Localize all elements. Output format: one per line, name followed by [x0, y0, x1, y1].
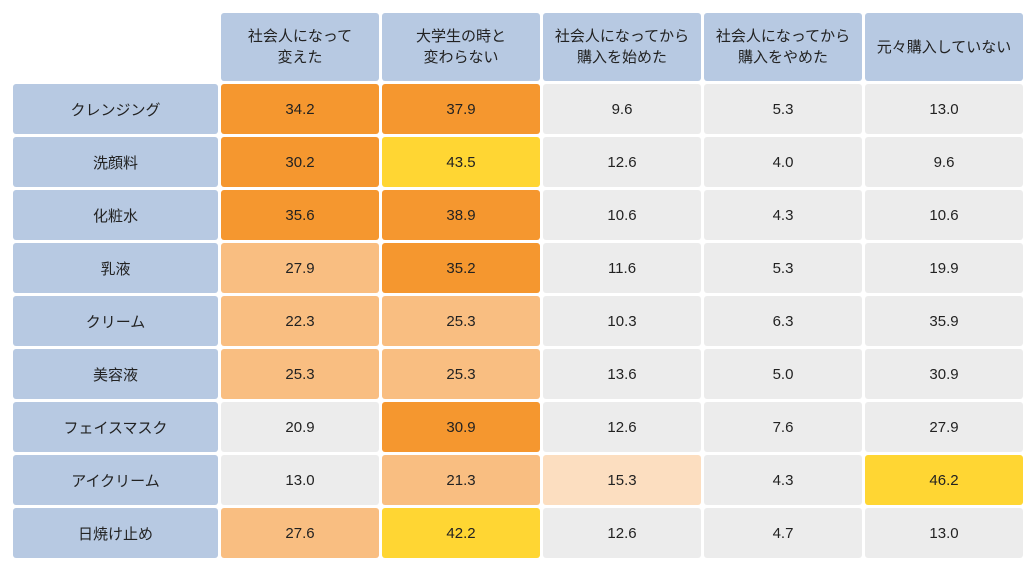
- data-cell: 42.2: [382, 508, 540, 558]
- col-header: 大学生の時と変わらない: [382, 13, 540, 81]
- data-cell: 20.9: [221, 402, 379, 452]
- table-row: アイクリーム13.021.315.34.346.2: [13, 455, 1023, 505]
- corner-cell: [13, 13, 218, 81]
- row-header: 洗顔料: [13, 137, 218, 187]
- data-cell: 43.5: [382, 137, 540, 187]
- data-cell: 7.6: [704, 402, 862, 452]
- data-cell: 13.0: [865, 84, 1023, 134]
- row-header: クリーム: [13, 296, 218, 346]
- data-cell: 4.3: [704, 455, 862, 505]
- data-cell: 10.3: [543, 296, 701, 346]
- data-cell: 34.2: [221, 84, 379, 134]
- data-cell: 6.3: [704, 296, 862, 346]
- table-row: 美容液25.325.313.65.030.9: [13, 349, 1023, 399]
- data-cell: 5.3: [704, 84, 862, 134]
- table-row: フェイスマスク20.930.912.67.627.9: [13, 402, 1023, 452]
- data-cell: 11.6: [543, 243, 701, 293]
- table-body: クレンジング34.237.99.65.313.0洗顔料30.243.512.64…: [13, 84, 1023, 558]
- data-cell: 30.9: [865, 349, 1023, 399]
- data-cell: 4.7: [704, 508, 862, 558]
- data-cell: 25.3: [221, 349, 379, 399]
- data-cell: 15.3: [543, 455, 701, 505]
- data-cell: 46.2: [865, 455, 1023, 505]
- data-cell: 5.0: [704, 349, 862, 399]
- data-cell: 27.6: [221, 508, 379, 558]
- table-row: 日焼け止め27.642.212.64.713.0: [13, 508, 1023, 558]
- data-cell: 13.0: [221, 455, 379, 505]
- data-cell: 13.0: [865, 508, 1023, 558]
- row-header: 日焼け止め: [13, 508, 218, 558]
- data-cell: 19.9: [865, 243, 1023, 293]
- data-cell: 4.3: [704, 190, 862, 240]
- col-header: 社会人になってから購入を始めた: [543, 13, 701, 81]
- data-cell: 25.3: [382, 296, 540, 346]
- data-cell: 35.2: [382, 243, 540, 293]
- row-header: アイクリーム: [13, 455, 218, 505]
- row-header: クレンジング: [13, 84, 218, 134]
- data-cell: 9.6: [865, 137, 1023, 187]
- table-row: 洗顔料30.243.512.64.09.6: [13, 137, 1023, 187]
- data-cell: 38.9: [382, 190, 540, 240]
- data-cell: 30.2: [221, 137, 379, 187]
- data-cell: 22.3: [221, 296, 379, 346]
- data-cell: 4.0: [704, 137, 862, 187]
- col-header: 社会人になってから購入をやめた: [704, 13, 862, 81]
- data-cell: 12.6: [543, 402, 701, 452]
- col-header: 社会人になって変えた: [221, 13, 379, 81]
- data-cell: 27.9: [865, 402, 1023, 452]
- data-cell: 35.6: [221, 190, 379, 240]
- data-cell: 12.6: [543, 508, 701, 558]
- row-header: 美容液: [13, 349, 218, 399]
- data-cell: 10.6: [543, 190, 701, 240]
- table-row: クレンジング34.237.99.65.313.0: [13, 84, 1023, 134]
- data-cell: 5.3: [704, 243, 862, 293]
- row-header: 乳液: [13, 243, 218, 293]
- table-row: クリーム22.325.310.36.335.9: [13, 296, 1023, 346]
- table-row: 乳液27.935.211.65.319.9: [13, 243, 1023, 293]
- data-cell: 27.9: [221, 243, 379, 293]
- data-cell: 35.9: [865, 296, 1023, 346]
- data-cell: 9.6: [543, 84, 701, 134]
- data-cell: 21.3: [382, 455, 540, 505]
- row-header: フェイスマスク: [13, 402, 218, 452]
- survey-heatmap-table: 社会人になって変えた 大学生の時と変わらない 社会人になってから購入を始めた 社…: [10, 10, 1024, 561]
- col-header: 元々購入していない: [865, 13, 1023, 81]
- data-cell: 13.6: [543, 349, 701, 399]
- header-row: 社会人になって変えた 大学生の時と変わらない 社会人になってから購入を始めた 社…: [13, 13, 1023, 81]
- data-cell: 12.6: [543, 137, 701, 187]
- row-header: 化粧水: [13, 190, 218, 240]
- table-row: 化粧水35.638.910.64.310.6: [13, 190, 1023, 240]
- data-cell: 30.9: [382, 402, 540, 452]
- data-cell: 25.3: [382, 349, 540, 399]
- data-cell: 10.6: [865, 190, 1023, 240]
- data-cell: 37.9: [382, 84, 540, 134]
